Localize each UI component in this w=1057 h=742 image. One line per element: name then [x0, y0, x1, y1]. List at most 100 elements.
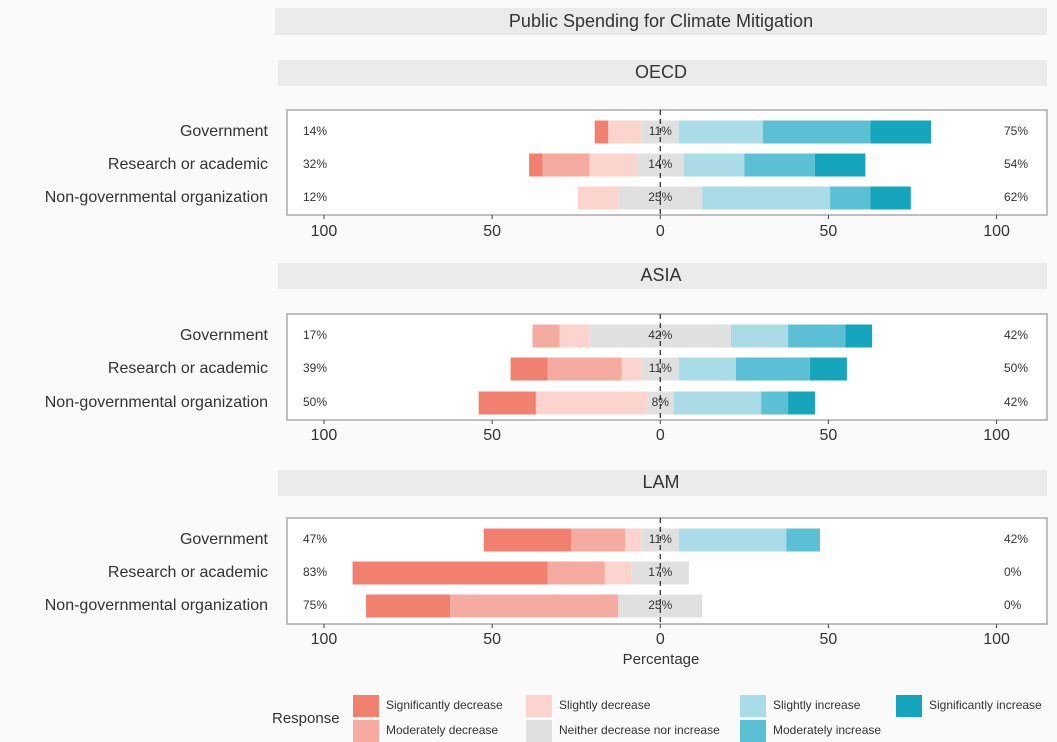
- right-total-label: 0%: [1004, 565, 1022, 579]
- bar-segment: [450, 594, 619, 618]
- legend-label: Moderately decrease: [386, 723, 498, 737]
- bar-segment: [608, 120, 642, 144]
- legend-swatch: [896, 695, 922, 717]
- bar-segment: [678, 528, 787, 552]
- bar-segment: [845, 324, 873, 348]
- bar-segment: [594, 120, 609, 144]
- left-total-label: 50%: [303, 395, 327, 409]
- bar-segment: [678, 120, 763, 144]
- legend-label: Significantly decrease: [386, 698, 503, 712]
- neutral-label: 25%: [648, 598, 672, 612]
- bar-segment: [624, 528, 642, 552]
- bar-segment: [730, 324, 789, 348]
- bar-segment: [604, 561, 632, 585]
- category-label: Non-governmental organization: [45, 394, 268, 411]
- legend-label: Slightly increase: [773, 698, 861, 712]
- bar-segment: [589, 153, 637, 177]
- bar-segment: [786, 528, 821, 552]
- category-label: Government: [180, 531, 269, 548]
- x-tick-label: 100: [311, 427, 338, 444]
- bar-segment: [542, 153, 590, 177]
- legend-label: Significantly increase: [929, 698, 1042, 712]
- bar-segment: [483, 528, 572, 552]
- legend-label: Moderately increase: [773, 723, 881, 737]
- x-tick-label: 100: [311, 631, 338, 648]
- bar-segment: [478, 391, 536, 415]
- left-total-label: 39%: [303, 361, 327, 375]
- neutral-label: 8%: [652, 395, 670, 409]
- left-total-label: 12%: [303, 190, 327, 204]
- panel-title: LAM: [642, 472, 679, 492]
- x-tick-label: 0: [656, 223, 665, 240]
- legend-swatch: [353, 695, 379, 717]
- bar-segment: [735, 357, 810, 381]
- right-total-label: 0%: [1004, 598, 1022, 612]
- x-tick-label: 50: [483, 427, 501, 444]
- bar-segment: [788, 391, 815, 415]
- bar-segment: [571, 528, 625, 552]
- x-tick-label: 100: [983, 223, 1010, 240]
- category-label: Government: [180, 327, 269, 344]
- category-label: Government: [180, 123, 269, 140]
- title-strip: [275, 8, 1047, 35]
- x-tick-label: 0: [656, 427, 665, 444]
- left-total-label: 47%: [303, 532, 327, 546]
- bar-segment: [618, 186, 703, 210]
- category-label: Non-governmental organization: [45, 189, 268, 206]
- bar-segment: [761, 391, 789, 415]
- right-total-label: 42%: [1004, 532, 1028, 546]
- bar-segment: [366, 594, 451, 618]
- left-total-label: 32%: [303, 157, 327, 171]
- x-tick-label: 50: [483, 631, 501, 648]
- bar-segment: [870, 120, 931, 144]
- bar-segment: [532, 324, 560, 348]
- x-axis-label: Percentage: [623, 651, 700, 668]
- x-tick-label: 50: [820, 223, 838, 240]
- bar-segment: [352, 561, 548, 585]
- bar-segment: [559, 324, 590, 348]
- x-tick-label: 50: [820, 427, 838, 444]
- chart-title: Public Spending for Climate Mitigation: [509, 11, 813, 31]
- left-total-label: 14%: [303, 124, 327, 138]
- left-total-label: 75%: [303, 598, 327, 612]
- right-total-label: 50%: [1004, 361, 1028, 375]
- x-tick-label: 100: [983, 631, 1010, 648]
- legend-swatch: [526, 720, 552, 742]
- right-total-label: 42%: [1004, 328, 1028, 342]
- bar-segment: [547, 357, 622, 381]
- legend-swatch: [740, 720, 766, 742]
- right-total-label: 54%: [1004, 157, 1028, 171]
- x-tick-label: 100: [311, 223, 338, 240]
- bar-segment: [814, 153, 866, 177]
- bar-segment: [673, 391, 762, 415]
- category-label: Research or academic: [108, 360, 268, 377]
- right-total-label: 75%: [1004, 124, 1028, 138]
- bar-segment: [529, 153, 543, 177]
- bar-segment: [621, 357, 642, 381]
- panel-title: ASIA: [640, 265, 681, 285]
- panel-strip: [278, 470, 1047, 496]
- bar-segment: [678, 357, 736, 381]
- bar-segment: [870, 186, 911, 210]
- right-total-label: 62%: [1004, 190, 1028, 204]
- category-label: Research or academic: [108, 156, 268, 173]
- legend-label: Neither decrease nor increase: [559, 723, 720, 737]
- category-label: Research or academic: [108, 564, 268, 581]
- legend-title: Response: [272, 710, 340, 727]
- panel-title: OECD: [635, 62, 687, 82]
- bar-segment: [702, 186, 831, 210]
- legend-swatch: [353, 720, 379, 742]
- bar-segment: [535, 391, 647, 415]
- bar-segment: [683, 153, 745, 177]
- neutral-label: 25%: [648, 190, 672, 204]
- bar-segment: [809, 357, 847, 381]
- x-tick-label: 50: [483, 223, 501, 240]
- left-total-label: 83%: [303, 565, 327, 579]
- legend-swatch: [526, 695, 552, 717]
- bar-segment: [618, 594, 703, 618]
- category-label: Non-governmental organization: [45, 597, 268, 614]
- bar-segment: [510, 357, 548, 381]
- bar-segment: [547, 561, 605, 585]
- bar-segment: [646, 391, 674, 415]
